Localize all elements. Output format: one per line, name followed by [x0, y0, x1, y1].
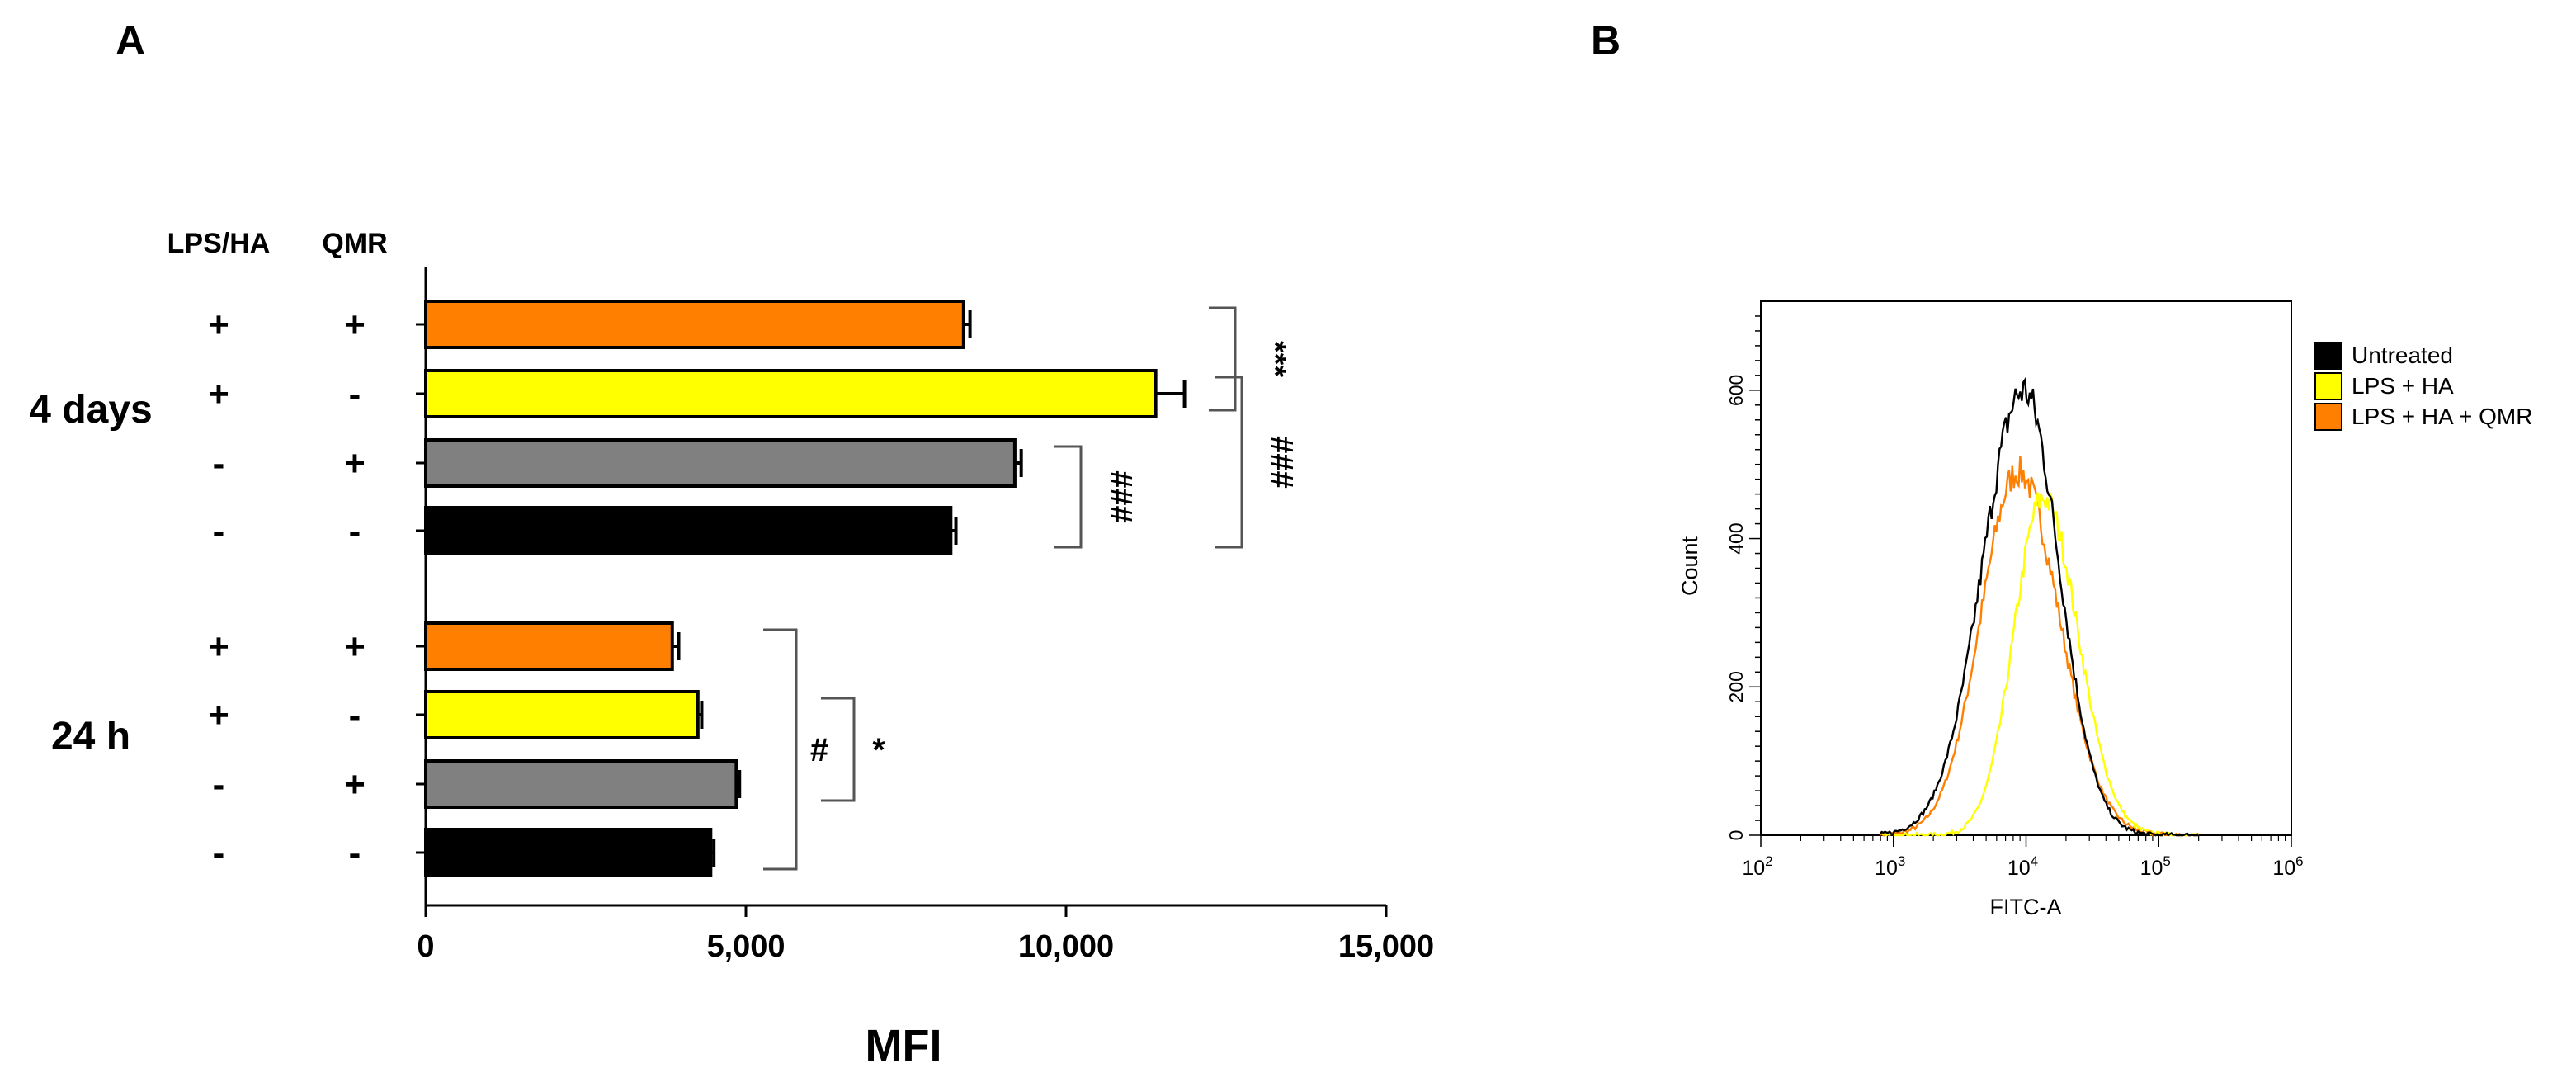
significance-bracket — [1054, 445, 1083, 549]
bar — [424, 438, 1017, 488]
x-tick-base: 10 — [1742, 857, 1765, 880]
x-tick-label: 102 — [1742, 853, 1772, 880]
significance-marker: * — [872, 732, 885, 768]
x-tick-exponent: 2 — [1765, 853, 1772, 869]
sign-qmr: + — [344, 626, 366, 667]
sign-lps-ha: - — [213, 443, 225, 484]
legend-entry: LPS + HA + QMR — [2352, 404, 2532, 429]
bar — [424, 690, 700, 739]
legend-entry: LPS + HA — [2352, 373, 2454, 399]
x-tick-base: 10 — [2007, 857, 2031, 880]
sign-qmr: - — [349, 374, 361, 414]
sign-qmr: + — [344, 305, 366, 345]
significance-bracket — [763, 628, 798, 871]
sign-qmr: + — [344, 764, 366, 805]
x-tick-label: 104 — [2007, 853, 2038, 880]
x-tick-label: 106 — [2272, 853, 2303, 880]
significance-bracket — [821, 697, 856, 802]
x-tick-label: 105 — [2140, 853, 2171, 880]
y-tick-label: 400 — [1725, 522, 1747, 554]
x-tick-base: 10 — [2140, 857, 2163, 880]
panel-a-bar-chart: LPS/HA QMR 4 days 24 h MFI 0 5,000 10,000 1… — [29, 228, 1434, 1070]
group-label-24-h: 24 h — [51, 715, 130, 758]
sign-lps-ha: + — [208, 695, 229, 735]
x-tick-exponent: 6 — [2295, 853, 2303, 869]
significance-marker: ### — [1264, 436, 1299, 488]
histogram-untreated — [1879, 376, 2199, 838]
legend-entry: Untreated — [2352, 343, 2453, 368]
x-tick-label: 5,000 — [706, 929, 785, 964]
sign-lps-ha: - — [213, 511, 225, 551]
y-tick-label: 600 — [1725, 375, 1747, 406]
significance-marker: *** — [1257, 341, 1292, 378]
y-tick-label: 200 — [1725, 671, 1747, 702]
bar — [424, 828, 713, 877]
bar — [424, 506, 953, 555]
bar — [424, 300, 965, 349]
bar — [424, 369, 1158, 418]
x-tick-label: 15,000 — [1338, 929, 1434, 964]
x-tick-exponent: 3 — [1898, 853, 1905, 869]
x-tick-base: 10 — [2272, 857, 2295, 880]
sign-qmr: + — [344, 443, 366, 484]
legend-swatch — [2314, 372, 2342, 400]
x-tick-exponent: 4 — [2031, 853, 2038, 869]
group-label-4-days: 4 days — [29, 388, 152, 432]
bar — [424, 621, 674, 671]
sign-qmr: - — [349, 511, 361, 551]
x-tick-label: 10,000 — [1018, 929, 1114, 964]
column-header-lps-ha: LPS/HA — [167, 228, 271, 259]
x-tick-exponent: 5 — [2163, 853, 2170, 869]
sign-lps-ha: - — [213, 833, 225, 873]
legend-swatch — [2314, 403, 2342, 431]
x-tick-base: 10 — [1875, 857, 1898, 880]
sign-qmr: - — [349, 833, 361, 873]
sign-lps-ha: + — [208, 374, 229, 414]
panel-a-label: A — [116, 17, 145, 64]
significance-marker: ### — [1103, 470, 1138, 522]
significance-bracket — [1209, 306, 1237, 412]
sign-lps-ha: + — [208, 305, 229, 345]
significance-bracket — [1215, 376, 1243, 549]
column-header-qmr: QMR — [322, 228, 387, 259]
significance-marker: # — [810, 732, 828, 768]
sign-lps-ha: + — [208, 626, 229, 667]
x-axis-label-mfi: MFI — [866, 1021, 942, 1070]
bar — [424, 759, 738, 809]
x-axis-label-fitc-a: FITC-A — [1990, 895, 2062, 919]
y-tick-label: 0 — [1725, 830, 1747, 841]
histogram-lps-ha — [1880, 492, 2200, 838]
sign-lps-ha: - — [213, 764, 225, 805]
panel-b-label: B — [1591, 17, 1621, 64]
sign-qmr: - — [349, 695, 361, 735]
legend-swatch — [2314, 342, 2342, 370]
x-tick-label: 0 — [417, 929, 434, 964]
x-tick-label: 103 — [1875, 853, 1905, 880]
y-axis-label-count: Count — [1677, 536, 1702, 596]
